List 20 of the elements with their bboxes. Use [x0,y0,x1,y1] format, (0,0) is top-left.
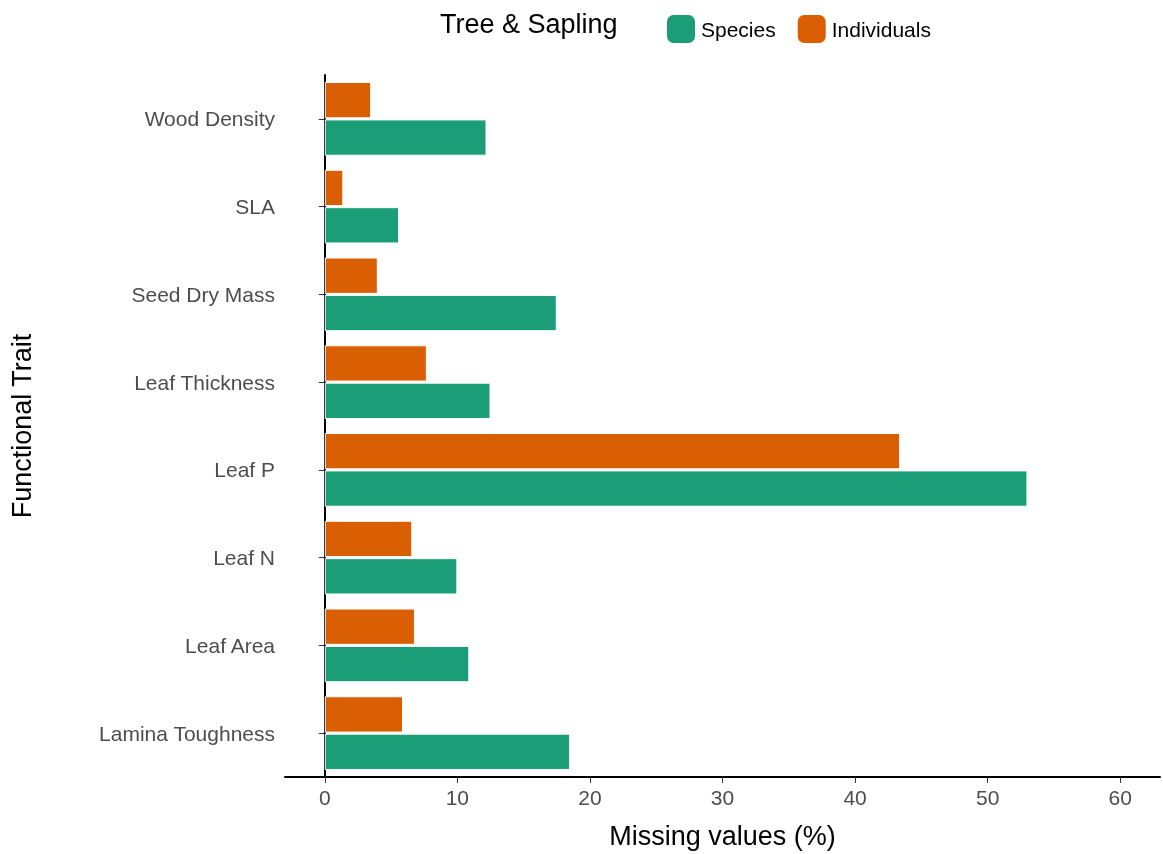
x-axis-title: Missing values (%) [609,820,836,851]
legend-label: Species [701,17,776,41]
y-axis-title: Functional Trait [6,333,37,519]
y-tick-label: Seed Dry Mass [131,282,275,306]
y-tick-label: Lamina Toughness [99,721,275,745]
y-tick-label: Leaf P [214,458,275,482]
legend-label: Individuals [831,17,931,41]
x-tick-label: 40 [843,786,867,809]
legend-title: Tree & Sapling [440,8,618,39]
x-tick-label: 0 [318,786,331,809]
y-tick-label: Wood Density [144,107,276,131]
y-tick-label: Leaf Area [185,633,276,657]
x-tick-label: 10 [445,786,470,809]
y-tick-label: Leaf N [213,546,275,570]
y-tick-label: Leaf Thickness [134,370,275,394]
y-tick-label: SLA [235,195,275,219]
x-tick-label: 50 [975,786,1000,809]
x-tick-label: 20 [578,786,602,809]
x-tick-label: 30 [710,786,735,809]
x-tick-label: 60 [1108,786,1132,809]
